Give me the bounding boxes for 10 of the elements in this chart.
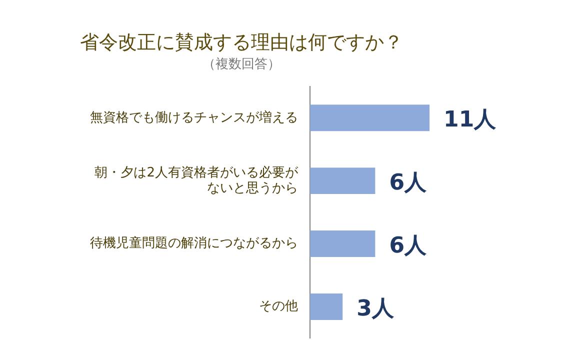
chart-subtitle: （複数回答） (202, 56, 280, 72)
y-tick-label: 朝・夕は2人有資格者がいる必要がないと思うから (94, 165, 299, 196)
data-label: 6人 (389, 233, 428, 258)
y-tick-label: その他 (259, 299, 298, 314)
y-tick-label: 無資格でも働けるチャンスが増える (90, 109, 298, 126)
data-label: 3人 (356, 296, 395, 322)
chart-title: 省令改正に賛成する理由は何ですか？ (80, 31, 403, 54)
data-label: 6人 (389, 170, 428, 196)
data-label: 11人 (444, 108, 498, 133)
y-tick-label: 待機児童問題の解消につながるから (90, 235, 298, 252)
